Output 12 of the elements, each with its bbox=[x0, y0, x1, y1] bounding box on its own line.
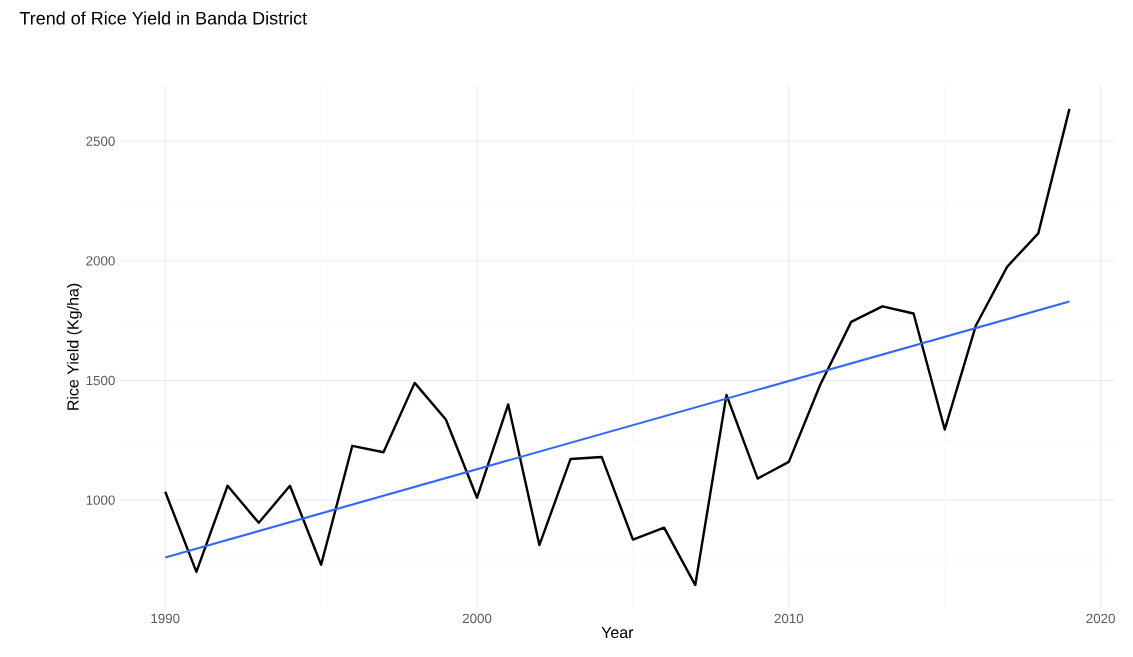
x-tick-label: 1990 bbox=[151, 613, 180, 624]
x-tick-label: 2020 bbox=[1086, 613, 1115, 624]
x-tick-label: 2000 bbox=[462, 613, 492, 624]
x-axis-title: Year bbox=[601, 626, 634, 639]
y-tick-label: 1000 bbox=[86, 495, 115, 505]
chart-title: Trend of Rice Yield in Banda District bbox=[19, 11, 307, 25]
y-tick-label: 1500 bbox=[86, 375, 115, 386]
y-tick-label: 2000 bbox=[86, 256, 115, 266]
x-tick-label: 2010 bbox=[774, 613, 804, 624]
y-tick-label: 2500 bbox=[86, 136, 115, 146]
y-axis-title: Rice Yield (Kg/ha) bbox=[66, 283, 82, 410]
line-series bbox=[164, 107, 1071, 587]
